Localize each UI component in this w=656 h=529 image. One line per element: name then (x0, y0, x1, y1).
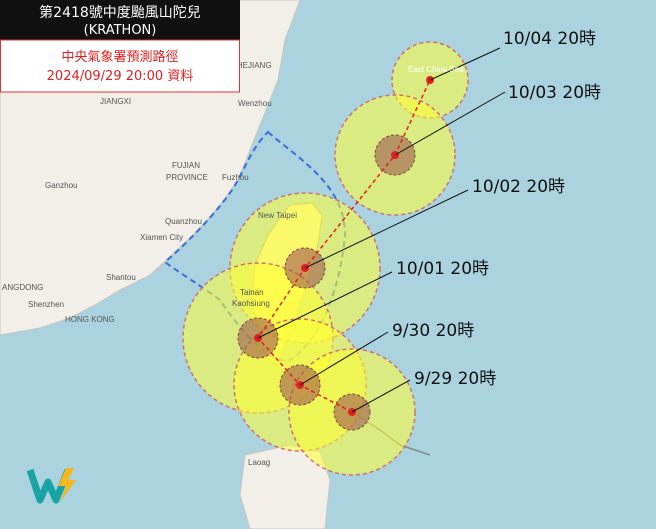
place-name: ZHEJIANG (232, 61, 272, 70)
title: 第2418號中度颱風山陀兒 (39, 4, 201, 21)
place-name: Shantou (106, 273, 136, 282)
place-name: New Taipei (258, 211, 297, 220)
leader-line (351, 379, 411, 413)
place-name: Ganzhou (45, 181, 77, 190)
logo (26, 468, 76, 504)
logo-mark (26, 468, 72, 504)
leader-line (304, 189, 469, 269)
issued-time: 2024/09/29 20:00 資料 (47, 69, 194, 84)
place-name: HONG KONG (65, 315, 115, 324)
forecast-label: 10/03 20時 (508, 83, 601, 103)
place-name: Laoag (248, 458, 270, 467)
place-name: Quanzhou (165, 217, 202, 226)
place-names: ZHEJIANG Wenzhou JIANGXI FUJIAN PROVINCE… (2, 61, 464, 467)
place-name: Shenzhen (28, 300, 64, 309)
forecast-label: 10/01 20時 (396, 259, 489, 279)
place-name: East China Sea (408, 65, 464, 74)
leader-line (429, 47, 501, 81)
place-name: PROVINCE (166, 173, 208, 182)
forecast-label: 10/02 20時 (472, 177, 565, 197)
leader-line (257, 271, 393, 339)
leader-line (394, 91, 506, 156)
place-name: Kaohsiung (232, 299, 270, 308)
place-name: Tainan (240, 288, 264, 297)
source: 中央氣象署預測路徑 (61, 49, 178, 65)
place-name: Xiamen City (140, 233, 183, 242)
place-name: JIANGXI (100, 97, 131, 106)
place-name: ANGDONG (2, 283, 43, 292)
place-name: FUJIAN (172, 161, 200, 170)
logo-bolt (58, 468, 76, 502)
source-box (0, 39, 240, 93)
forecast-label: 10/04 20時 (503, 29, 596, 49)
leader-line (299, 331, 389, 386)
forecast-labels: 10/04 20時 10/03 20時 10/02 20時 10/01 20時 … (392, 29, 601, 389)
place-name: Fuzhou (222, 173, 249, 182)
forecast-label: 9/30 20時 (392, 321, 474, 341)
title-bar (0, 0, 240, 40)
forecast-label: 9/29 20時 (414, 369, 496, 389)
place-name: Wenzhou (238, 99, 272, 108)
leader-lines (257, 47, 506, 413)
english-name: (KRATHON) (84, 23, 157, 38)
forecast-track (257, 79, 431, 413)
